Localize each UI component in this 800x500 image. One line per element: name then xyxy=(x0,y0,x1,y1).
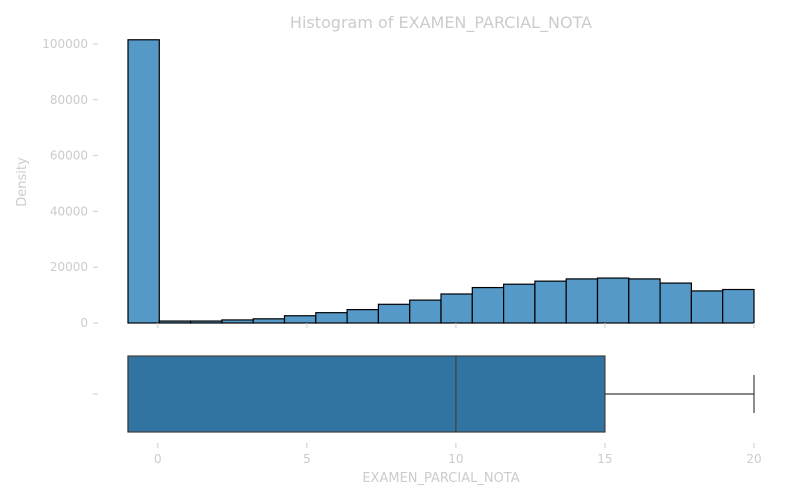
x-tick-label: 20 xyxy=(746,452,761,466)
histogram-bar xyxy=(127,39,160,324)
y-axis-label: Density xyxy=(15,157,30,207)
histogram-bar xyxy=(158,320,192,324)
chart-title: Histogram of EXAMEN_PARCIAL_NOTA xyxy=(290,13,592,33)
histogram-bar xyxy=(690,290,724,324)
histogram-bar xyxy=(565,278,599,324)
x-axis-label: EXAMEN_PARCIAL_NOTA xyxy=(362,471,519,486)
histogram-bars xyxy=(127,39,755,324)
histogram-bar xyxy=(283,315,317,324)
x-tick-label: 0 xyxy=(154,452,162,466)
y-tick-label: 100000 xyxy=(42,37,88,51)
histogram-bar xyxy=(659,282,692,324)
histogram-bar xyxy=(534,280,567,324)
x-tick-label: 5 xyxy=(303,452,311,466)
box-body xyxy=(127,355,606,433)
y-tick-label: 80000 xyxy=(50,93,88,107)
histogram-bar xyxy=(596,277,630,324)
histogram-bar xyxy=(503,283,536,324)
histogram-bar xyxy=(409,299,442,324)
histogram-bar xyxy=(377,303,411,324)
histogram-bar xyxy=(471,286,505,324)
histogram-bar xyxy=(628,278,661,324)
histogram-bar xyxy=(315,312,348,324)
x-axis: 0 5 10 15 20 xyxy=(154,323,762,466)
y-tick-label: 40000 xyxy=(50,204,88,218)
histogram-bar xyxy=(722,288,755,324)
histogram-bar xyxy=(221,319,254,324)
histogram-bar xyxy=(440,293,473,324)
boxplot xyxy=(127,355,755,433)
histogram-y-axis: 0 20000 40000 60000 80000 100000 xyxy=(42,37,98,330)
y-tick-label: 60000 xyxy=(50,149,88,163)
y-tick-label: 0 xyxy=(80,316,88,330)
y-tick-label: 20000 xyxy=(50,260,88,274)
x-tick-label: 10 xyxy=(448,452,463,466)
histogram-bar xyxy=(346,309,380,324)
x-tick-label: 15 xyxy=(597,452,612,466)
histogram-bar xyxy=(190,320,223,324)
histogram-bar xyxy=(252,318,286,324)
